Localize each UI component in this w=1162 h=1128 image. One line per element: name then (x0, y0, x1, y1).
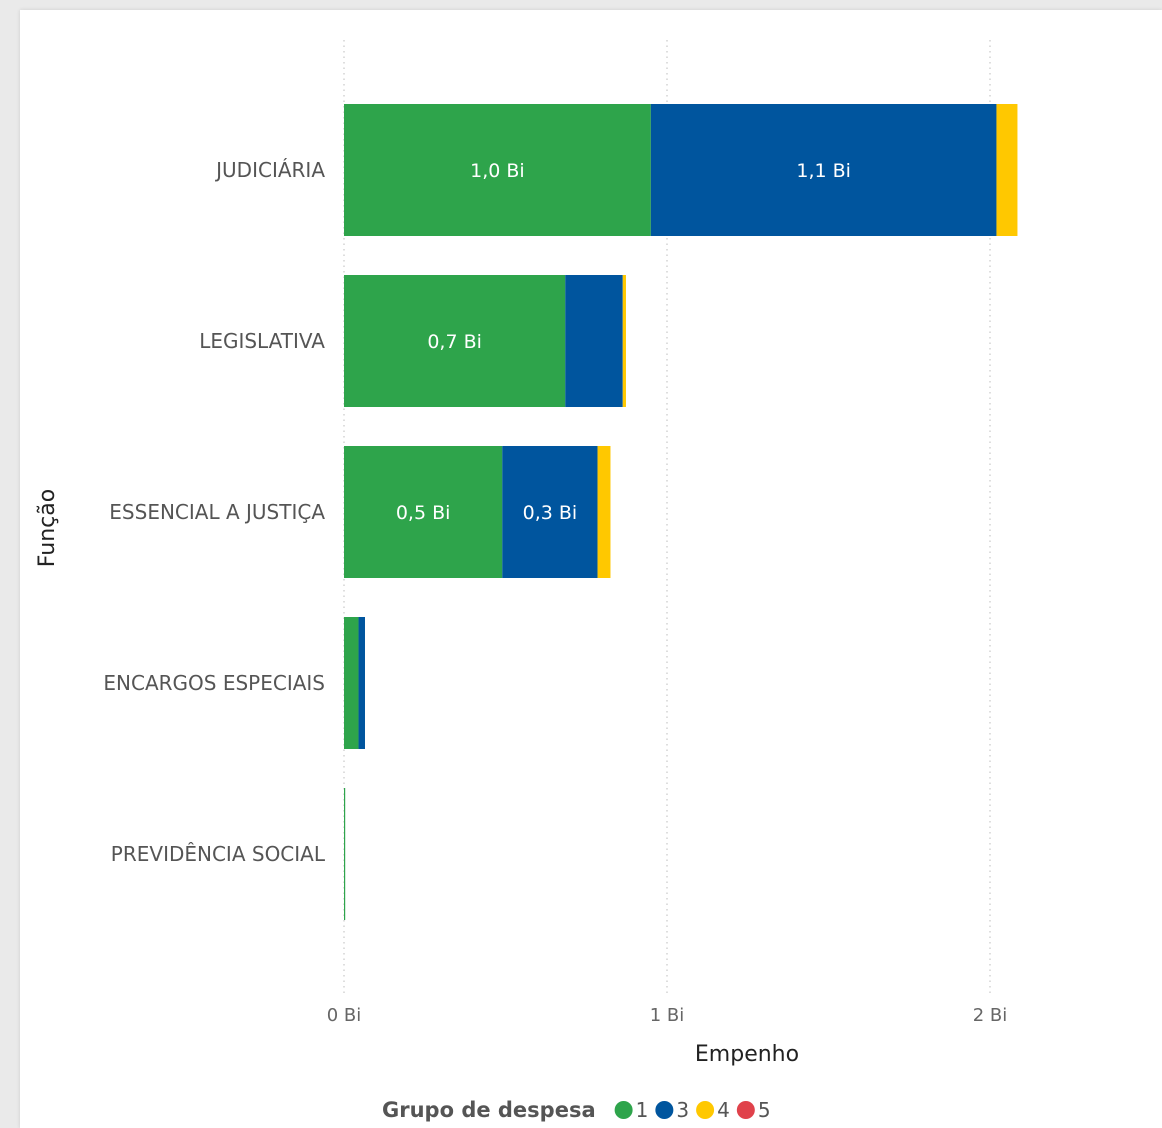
bar-segment-series-1 (344, 788, 346, 920)
bar-segment-series-1 (344, 617, 359, 749)
bar-segment-series-3 (502, 446, 598, 578)
legend-marker-4 (696, 1101, 715, 1119)
x-axis-title: Empenho (695, 1042, 799, 1067)
bar-segment-series-1 (344, 446, 503, 578)
legend-label: 5 (758, 1098, 771, 1122)
x-tick-label: 2 Bi (973, 1005, 1008, 1026)
category-label: ENCARGOS ESPECIAIS (103, 671, 325, 695)
category-labels: JUDICIÁRIA LEGISLATIVA ESSENCIAL A JUSTIÇA… (103, 158, 325, 866)
legend-marker-1 (614, 1101, 633, 1119)
legend-title: Grupo de despesa (382, 1098, 596, 1122)
bar-segment-series-3 (358, 617, 365, 749)
legend: Grupo de despesa 1 3 4 5 (382, 1098, 771, 1122)
bar-segment-series-4 (597, 446, 611, 578)
bar-data-label: 0,5 Bi (396, 502, 451, 524)
bar-segment-series-3 (565, 275, 623, 407)
bar-segment-series-4 (622, 275, 626, 407)
bar-segment-series-1 (344, 104, 651, 236)
legend-label: 3 (676, 1098, 689, 1122)
x-tick-labels: 0 Bi 1 Bi 2 Bi (327, 1005, 1008, 1026)
category-label: ESSENCIAL A JUSTIÇA (109, 500, 325, 524)
x-tick-label: 0 Bi (327, 1005, 362, 1026)
legend-marker-5 (736, 1101, 755, 1119)
category-label: PREVIDÊNCIA SOCIAL (111, 842, 326, 866)
bar-chart: 1,0 Bi 1,1 Bi 0,7 Bi 0,5 Bi 0,3 Bi JUDICIÁRI… (35, 40, 1018, 1122)
bar-segment-series-4 (996, 104, 1018, 236)
bars: 1,0 Bi 1,1 Bi 0,7 Bi 0,5 Bi 0,3 Bi (344, 104, 1018, 920)
category-label: JUDICIÁRIA (214, 158, 325, 182)
bar-segment-series-1 (344, 275, 566, 407)
y-axis-title: Função (35, 489, 60, 567)
bar-data-label: 1,0 Bi (470, 160, 525, 182)
legend-label: 1 (636, 1098, 649, 1122)
legend-marker-3 (655, 1101, 674, 1119)
legend-label: 4 (717, 1098, 730, 1122)
x-tick-label: 1 Bi (650, 1005, 685, 1026)
chart-card: 1,0 Bi 1,1 Bi 0,7 Bi 0,5 Bi 0,3 Bi JUDICIÁRI… (20, 10, 1162, 1128)
category-label: LEGISLATIVA (199, 329, 325, 353)
bar-segment-series-3 (650, 104, 997, 236)
bar-data-label: 0,7 Bi (427, 331, 482, 353)
bar-data-label: 1,1 Bi (796, 160, 851, 182)
bar-data-label: 0,3 Bi (523, 502, 578, 524)
